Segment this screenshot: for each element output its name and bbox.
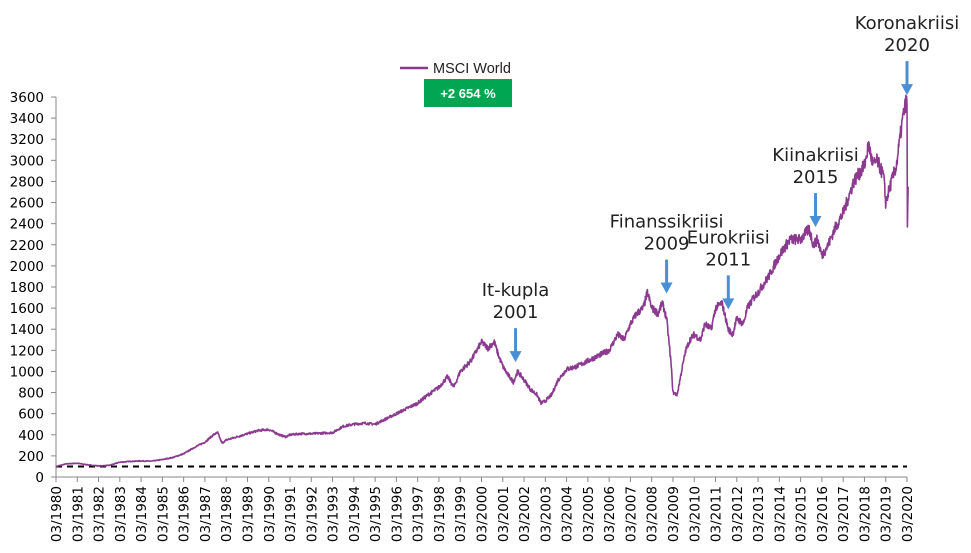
x-tick-label: 03/2006	[602, 486, 618, 542]
annotation-arrow-head	[660, 282, 673, 294]
annotation-label: It-kupla	[482, 280, 550, 301]
annotation-arrow-head	[809, 216, 822, 228]
annotation-arrow-head	[722, 298, 735, 310]
y-tick-label: 2200	[10, 238, 44, 254]
annotation-label: Kiinakriisi	[772, 145, 858, 166]
x-tick-label: 03/1999	[453, 486, 469, 542]
y-tick-label: 1600	[10, 301, 44, 317]
y-tick-label: 400	[18, 428, 44, 444]
x-tick-label: 03/1990	[262, 486, 278, 542]
x-tick-label: 03/2011	[709, 486, 725, 542]
x-tick-label: 03/2005	[581, 486, 597, 542]
y-tick-label: 3000	[10, 153, 44, 169]
x-tick-label: 03/1996	[389, 486, 405, 542]
x-tick-label: 03/1994	[347, 486, 363, 542]
y-tick-label: 2800	[10, 174, 44, 190]
x-tick-label: 03/2014	[772, 486, 788, 542]
annotation-label: 2020	[884, 35, 930, 56]
y-tick-label: 1400	[10, 322, 44, 338]
x-tick-label: 03/2003	[538, 486, 554, 542]
y-tick-label: 3600	[10, 90, 44, 106]
legend-label: MSCI World	[433, 61, 511, 77]
annotation-label: Finanssikriisi	[610, 212, 724, 233]
x-tick-label: 03/2002	[517, 486, 533, 542]
x-tick-label: 03/2000	[475, 486, 491, 542]
x-tick-label: 03/1982	[92, 486, 108, 542]
x-tick-label: 03/1984	[134, 486, 150, 542]
x-tick-label: 03/1985	[155, 486, 171, 542]
annotation-label: Koronakriisi	[855, 13, 960, 34]
x-tick-label: 03/2010	[687, 486, 703, 542]
x-tick-label: 03/2019	[879, 486, 895, 542]
y-tick-label: 800	[18, 386, 44, 402]
series-layer	[55, 94, 909, 468]
annotation-label: 2009	[644, 234, 690, 255]
x-tick-label: 03/1980	[49, 486, 65, 542]
x-tick-label: 03/1986	[177, 486, 193, 542]
annotation-label: 2015	[793, 167, 839, 188]
y-tick-label: 2400	[10, 217, 44, 233]
annotation-label: Eurokriisi	[687, 227, 770, 248]
y-tick-label: 0	[35, 470, 44, 486]
y-tick-label: 3200	[10, 132, 44, 148]
y-tick-label: 2600	[10, 196, 44, 212]
x-tick-label: 03/1997	[411, 486, 427, 542]
y-tick-label: 600	[18, 407, 44, 423]
x-tick-label: 03/2013	[751, 486, 767, 542]
x-tick-label: 03/2007	[623, 486, 639, 542]
x-tick-label: 03/1991	[283, 486, 299, 542]
x-tick-label: 03/2012	[730, 486, 746, 542]
x-tick-label: 03/2001	[496, 486, 512, 542]
y-tick-label: 2000	[10, 259, 44, 275]
x-tick-label: 03/2015	[794, 486, 810, 542]
y-tick-label: 200	[18, 449, 44, 465]
x-tick-label: 03/2020	[900, 486, 916, 542]
gain-badge-text: +2 654 %	[440, 86, 496, 101]
x-tick-label: 03/2009	[666, 486, 682, 542]
y-tick-label: 1000	[10, 364, 44, 380]
x-tick-label: 03/1995	[368, 486, 384, 542]
x-tick-label: 03/2016	[815, 486, 831, 542]
x-tick-label: 03/1983	[113, 486, 129, 542]
x-tick-label: 03/2004	[560, 486, 576, 542]
x-tick-label: 03/1981	[70, 486, 86, 542]
legend: MSCI World	[400, 61, 511, 77]
x-tick-label: 03/1989	[240, 486, 256, 542]
annotation-label: 2011	[705, 249, 751, 270]
annotation-arrow-head	[509, 351, 522, 363]
annotation-arrow-head	[901, 84, 913, 96]
x-tick-label: 03/1988	[219, 486, 235, 542]
annotation-label: 2001	[493, 302, 539, 323]
x-tick-label: 03/1993	[326, 486, 342, 542]
axes-layer: 0 200 400 600 800 1000 1200 1400 1600 1800 2000 220…	[10, 90, 916, 542]
x-tick-label: 03/1998	[432, 486, 448, 542]
y-tick-label: 1200	[10, 343, 44, 359]
gain-badge: +2 654 %	[424, 79, 512, 107]
y-tick-label: 3400	[10, 111, 44, 127]
x-tick-label: 03/2017	[836, 486, 852, 542]
x-tick-label: 03/2018	[857, 486, 873, 542]
x-tick-label: 03/1992	[304, 486, 320, 542]
gain-badge-box	[424, 79, 512, 107]
x-tick-label: 03/2008	[645, 486, 661, 542]
y-tick-label: 1800	[10, 280, 44, 296]
series-line-msci-world	[55, 94, 909, 468]
x-tick-label: 03/1987	[198, 486, 214, 542]
